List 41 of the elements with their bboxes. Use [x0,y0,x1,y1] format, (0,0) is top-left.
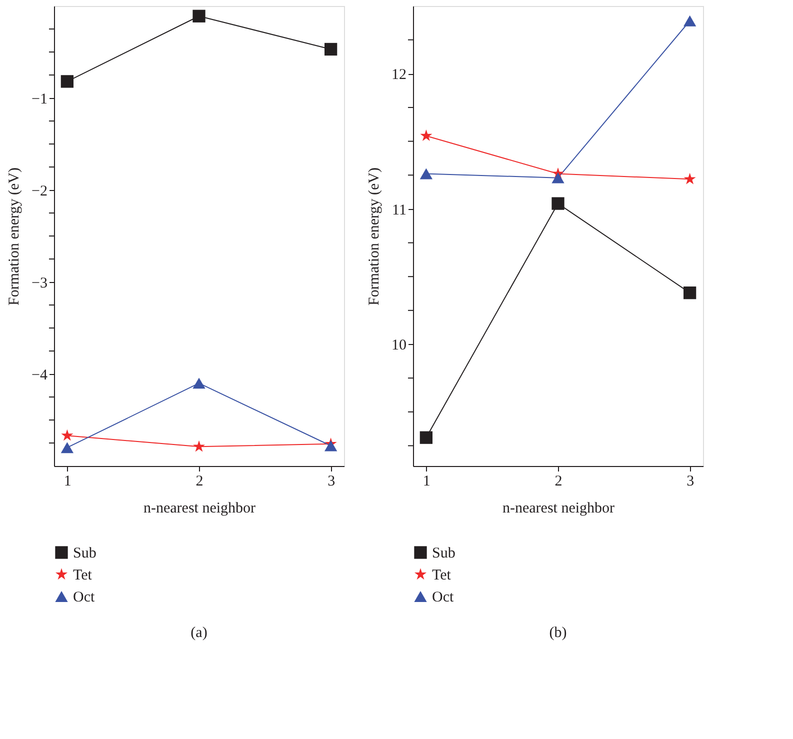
legend-label: Oct [73,590,96,606]
x-tick-label: 2 [554,474,562,490]
text: (a) [190,625,208,641]
x-tick-label: 3 [686,474,694,490]
legend-label: Sub [432,546,456,562]
point [324,440,338,452]
x-axis-title: n-nearest neighbor [143,500,256,516]
point [61,429,74,441]
x-tick-label: 1 [64,474,72,490]
point [552,172,564,184]
point [683,15,696,26]
point [192,10,206,22]
point [60,442,74,454]
x-axis-title: n-nearest neighbor [502,500,615,516]
x-tick-label: 1 [422,474,430,490]
legend-label: Tet [73,568,93,584]
point [420,168,433,180]
point [192,378,206,389]
legend-label: Tet [432,568,452,584]
point [420,431,433,444]
point [683,286,696,300]
legend-label: Sub [73,546,96,562]
x-tick-label: 3 [328,474,336,490]
text: (b) [549,625,567,641]
point [60,75,74,88]
y-tick-label: 12 [392,67,406,84]
y-tick-label: −2 [32,184,48,200]
y-axis-title: Formation energy (eV) [6,167,23,306]
y-tick-label: −1 [32,92,48,108]
point [420,130,432,141]
y-tick-label: 10 [392,338,406,354]
x-tick-label: 2 [196,474,204,490]
y-tick-label: 11 [392,202,406,218]
point [552,197,564,210]
point [192,440,206,452]
y-axis-title: Formation energy (eV) [366,167,382,306]
point [324,42,338,56]
y-tick-label: −4 [32,368,48,384]
y-tick-label: −3 [32,276,48,292]
point [684,172,696,184]
legend-label: Oct [432,590,454,606]
